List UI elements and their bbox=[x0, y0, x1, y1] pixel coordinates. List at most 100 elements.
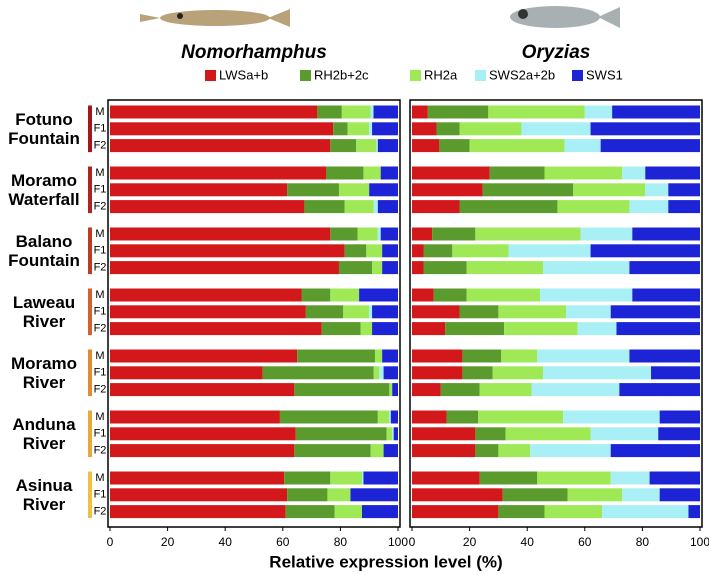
bar-segment bbox=[488, 105, 585, 119]
bar-segment bbox=[610, 471, 650, 485]
row-label: F1 bbox=[94, 184, 107, 196]
bar-segment bbox=[110, 349, 298, 363]
bar-segment bbox=[374, 349, 383, 363]
bar-segment bbox=[610, 305, 700, 319]
bar-segment bbox=[110, 227, 331, 241]
x-tick-label: 80 bbox=[636, 535, 650, 549]
bar-segment bbox=[521, 122, 591, 136]
bar-segment bbox=[531, 383, 620, 397]
bar-segment bbox=[567, 488, 623, 502]
bar-segment bbox=[412, 183, 483, 197]
bar-segment bbox=[262, 366, 374, 380]
bar-segment bbox=[459, 200, 558, 214]
bar-segment bbox=[427, 105, 489, 119]
bar-segment bbox=[330, 471, 362, 485]
bar-segment bbox=[412, 166, 490, 180]
bar-segment bbox=[501, 349, 538, 363]
bar-segment bbox=[392, 383, 398, 397]
bar-segment bbox=[372, 122, 398, 136]
group-bar bbox=[88, 410, 92, 458]
bar-segment bbox=[373, 200, 378, 214]
bar-segment bbox=[436, 122, 460, 136]
bar-segment bbox=[540, 288, 633, 302]
bar-segment bbox=[334, 505, 362, 519]
row-label: F2 bbox=[94, 384, 107, 396]
bar-segment bbox=[412, 122, 437, 136]
bar-segment bbox=[110, 288, 302, 302]
x-axis-title: Relative expression level (%) bbox=[269, 552, 502, 571]
bar-segment bbox=[498, 444, 531, 458]
bar-segment bbox=[505, 427, 591, 441]
bar-segment bbox=[466, 288, 541, 302]
bar-segment bbox=[590, 122, 700, 136]
x-tick-label: 20 bbox=[161, 535, 175, 549]
legend-label: SWS2a+2b bbox=[489, 67, 555, 82]
bar-segment bbox=[383, 444, 398, 458]
bar-segment bbox=[479, 471, 538, 485]
bar-segment bbox=[110, 444, 295, 458]
bar-segment bbox=[350, 488, 398, 502]
bar-segment bbox=[412, 471, 480, 485]
bar-segment bbox=[110, 366, 263, 380]
bar-segment bbox=[632, 227, 700, 241]
row-label: M bbox=[95, 411, 104, 423]
bar-segment bbox=[462, 366, 493, 380]
legend-swatch bbox=[572, 70, 583, 81]
bar-segment bbox=[651, 366, 700, 380]
bar-segment bbox=[285, 505, 335, 519]
bar-segment bbox=[590, 244, 700, 258]
bar-segment bbox=[629, 261, 700, 275]
group-bar bbox=[88, 227, 92, 275]
bar-segment bbox=[327, 488, 351, 502]
bar-segment bbox=[110, 139, 331, 153]
x-tick-label: 0 bbox=[409, 535, 416, 549]
row-label: M bbox=[95, 350, 104, 362]
group-bar bbox=[88, 288, 92, 336]
bar-segment bbox=[502, 488, 568, 502]
bar-segment bbox=[544, 166, 623, 180]
x-tick-label: 20 bbox=[463, 535, 477, 549]
bar-segment bbox=[580, 227, 633, 241]
bar-segment bbox=[622, 166, 646, 180]
bar-segment bbox=[360, 322, 373, 336]
bar-segment bbox=[380, 166, 398, 180]
fish-right bbox=[510, 6, 620, 28]
bar-segment bbox=[557, 200, 630, 214]
bar-segment bbox=[321, 322, 361, 336]
bar-segment bbox=[659, 410, 700, 424]
bar-segment bbox=[469, 139, 565, 153]
bar-segment bbox=[482, 183, 574, 197]
bar-segment bbox=[377, 227, 381, 241]
group-label: Anduna River bbox=[12, 414, 76, 453]
bar-segment bbox=[508, 244, 591, 258]
bar-segment bbox=[377, 200, 398, 214]
bar-segment bbox=[362, 471, 364, 485]
legend-swatch bbox=[410, 70, 421, 81]
bar-segment bbox=[412, 227, 433, 241]
bar-segment bbox=[412, 244, 424, 258]
bar-segment bbox=[452, 244, 509, 258]
bar-segment bbox=[489, 166, 545, 180]
row-label: M bbox=[95, 167, 104, 179]
bar-segment bbox=[577, 322, 617, 336]
bar-segment bbox=[433, 288, 467, 302]
row-label: F1 bbox=[94, 428, 107, 440]
row-label: F2 bbox=[94, 323, 107, 335]
x-tick-label: 60 bbox=[578, 535, 592, 549]
panel-frame bbox=[107, 99, 401, 528]
bar-segment bbox=[537, 471, 611, 485]
bar-segment bbox=[356, 139, 377, 153]
bar-segment bbox=[392, 427, 394, 441]
bar-segment bbox=[110, 305, 306, 319]
bar-segment bbox=[110, 200, 305, 214]
bar-segment bbox=[412, 322, 446, 336]
bar-segment bbox=[459, 305, 499, 319]
bar-segment bbox=[110, 505, 286, 519]
bar-segment bbox=[341, 105, 371, 119]
bar-segment bbox=[612, 105, 700, 119]
bar-segment bbox=[344, 200, 374, 214]
bar-segment bbox=[110, 322, 322, 336]
bar-segment bbox=[412, 288, 434, 302]
group-bar bbox=[88, 105, 92, 153]
